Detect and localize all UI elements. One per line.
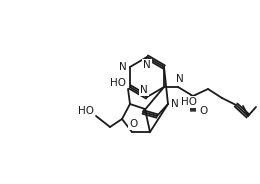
Text: HO: HO	[78, 106, 94, 116]
Text: N: N	[143, 60, 151, 70]
Text: N: N	[119, 62, 127, 72]
Text: HO: HO	[181, 97, 197, 107]
Text: O: O	[200, 106, 208, 116]
Text: N: N	[140, 85, 148, 95]
Text: HO: HO	[110, 78, 126, 88]
Text: N: N	[176, 74, 184, 84]
Text: N: N	[171, 99, 179, 109]
Text: O: O	[129, 119, 137, 129]
